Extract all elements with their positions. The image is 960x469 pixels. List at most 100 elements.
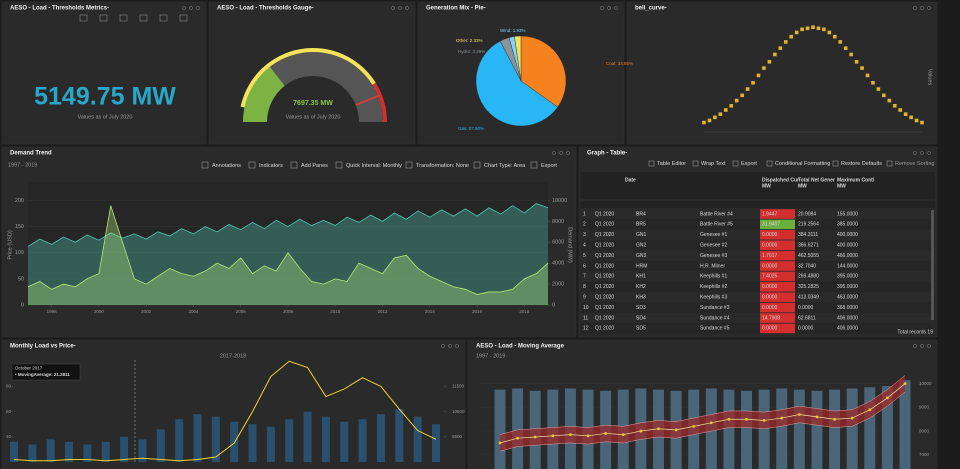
- toolbar-button[interactable]: Chart Type: Area: [484, 163, 526, 169]
- bar: [846, 388, 858, 469]
- table-cell: 463.0000: [837, 295, 858, 301]
- column-header: Dispatched Cur: [762, 177, 799, 183]
- toolbar-icon: [79, 14, 88, 22]
- panel-title: Monthly Load vs Price-: [10, 344, 76, 350]
- point: [586, 434, 590, 438]
- table-cell: 0.0000: [798, 326, 814, 332]
- conditional-cell: [760, 250, 795, 261]
- toolbar-button[interactable]: Restore Defaults: [841, 161, 882, 167]
- pie-label: Hydro: 3.39%: [458, 49, 485, 54]
- toolbar-button[interactable]: Wrap Text: [701, 161, 726, 167]
- toolbar-button[interactable]: Add Panes: [301, 163, 328, 169]
- line: [499, 383, 906, 444]
- panel-icon: [405, 6, 409, 10]
- bar: [120, 436, 129, 462]
- toolbar-icon: [530, 161, 538, 169]
- table-cell: 2: [583, 222, 586, 228]
- panel-title: AESO - Load - Thresholds Metrics-: [10, 6, 109, 12]
- point: [740, 93, 744, 98]
- table-cell: Q1 2020: [595, 222, 614, 228]
- scrollbar: [931, 210, 934, 320]
- bar: [899, 380, 911, 469]
- point: [797, 413, 801, 416]
- y2-tick-label: 11500: [452, 384, 465, 389]
- y2-tick-label: 10000: [552, 198, 567, 204]
- y2-tick-label: 2000: [552, 282, 564, 288]
- panel-icon: [927, 344, 931, 348]
- conditional-cell: [760, 323, 795, 334]
- y-tick-label: 80: [6, 384, 12, 389]
- table-cell: KH3: [636, 295, 646, 301]
- toolbar-button[interactable]: Export: [741, 161, 757, 167]
- bar: [175, 419, 184, 462]
- panel-icon: [391, 6, 395, 10]
- toolbar-button[interactable]: Transformation: None: [416, 163, 469, 169]
- bar: [340, 421, 349, 462]
- table-cell: SD5: [636, 326, 646, 332]
- toolbar-button[interactable]: Indicators: [259, 163, 283, 169]
- y2-tick-label: 9500: [452, 434, 463, 439]
- gauge-track: [243, 52, 383, 122]
- toolbar-button[interactable]: Quick Interval: Monthly: [346, 163, 402, 169]
- panel-icon: [920, 6, 924, 10]
- table-cell: 144.0000: [837, 263, 858, 269]
- table-cell: Battle River #5: [700, 222, 733, 228]
- toolbar-icon: [832, 160, 839, 167]
- point: [702, 120, 706, 125]
- table-cell: 413.0349: [798, 295, 819, 301]
- table-cell: Q1 2020: [595, 315, 614, 321]
- point: [909, 115, 913, 120]
- panel-icon: [600, 6, 604, 10]
- panel-icon: [398, 6, 402, 10]
- column-header: MW: [762, 183, 771, 189]
- table-cell: Q1 2020: [595, 326, 614, 332]
- toolbar-button[interactable]: Remove Sorting: [895, 161, 934, 167]
- table-cell: Battle River #4: [700, 211, 733, 217]
- table-cell: Q1 2020: [595, 284, 614, 290]
- point: [569, 433, 572, 437]
- panel-icon: [927, 6, 931, 10]
- bar: [303, 411, 312, 462]
- table-cell: 11: [583, 315, 588, 321]
- point: [903, 112, 908, 116]
- point: [745, 417, 748, 421]
- area-fill: [28, 205, 548, 305]
- toolbar-button[interactable]: Export: [541, 163, 557, 169]
- table-cell: Q1 2020: [595, 305, 614, 311]
- area-line: [27, 203, 549, 247]
- panel-icon: [448, 344, 452, 348]
- table-cell: 406.0000: [837, 326, 858, 332]
- point: [734, 98, 739, 103]
- point: [692, 424, 696, 428]
- y-axis-title: Price (USD): [7, 230, 13, 260]
- column-header: Date: [625, 177, 636, 183]
- toolbar-icon: [159, 14, 168, 22]
- point: [892, 104, 897, 108]
- table-cell: 31.9407: [762, 222, 780, 228]
- toolbar-button[interactable]: Table Editor: [657, 161, 686, 167]
- table-cell: 3: [583, 232, 586, 238]
- toolbar-icon: [119, 14, 128, 22]
- table-cell: 12: [583, 326, 589, 332]
- toolbar-button[interactable]: Annotations: [212, 163, 241, 169]
- point: [885, 396, 889, 400]
- table-cell: KH2: [636, 284, 646, 290]
- table-cell: 0.0000: [762, 284, 778, 290]
- point: [805, 26, 810, 31]
- toolbar-icon: [99, 14, 108, 22]
- bar: [881, 386, 893, 469]
- y2-tick-label: 8000: [552, 219, 564, 225]
- panel-icon: [441, 344, 445, 348]
- row-stripe: [581, 302, 931, 313]
- toolbar-icon: [335, 161, 343, 169]
- point: [724, 108, 728, 112]
- toolbar-button[interactable]: Conditional Formatting: [775, 161, 830, 167]
- y2-tick-label: 4000: [552, 261, 564, 267]
- bar: [285, 419, 294, 462]
- toolbar-icon: [732, 160, 739, 167]
- conditional-cell: [760, 313, 795, 323]
- row-stripe: [581, 260, 931, 272]
- point: [674, 428, 678, 432]
- table-cell: 400.0000: [837, 243, 858, 249]
